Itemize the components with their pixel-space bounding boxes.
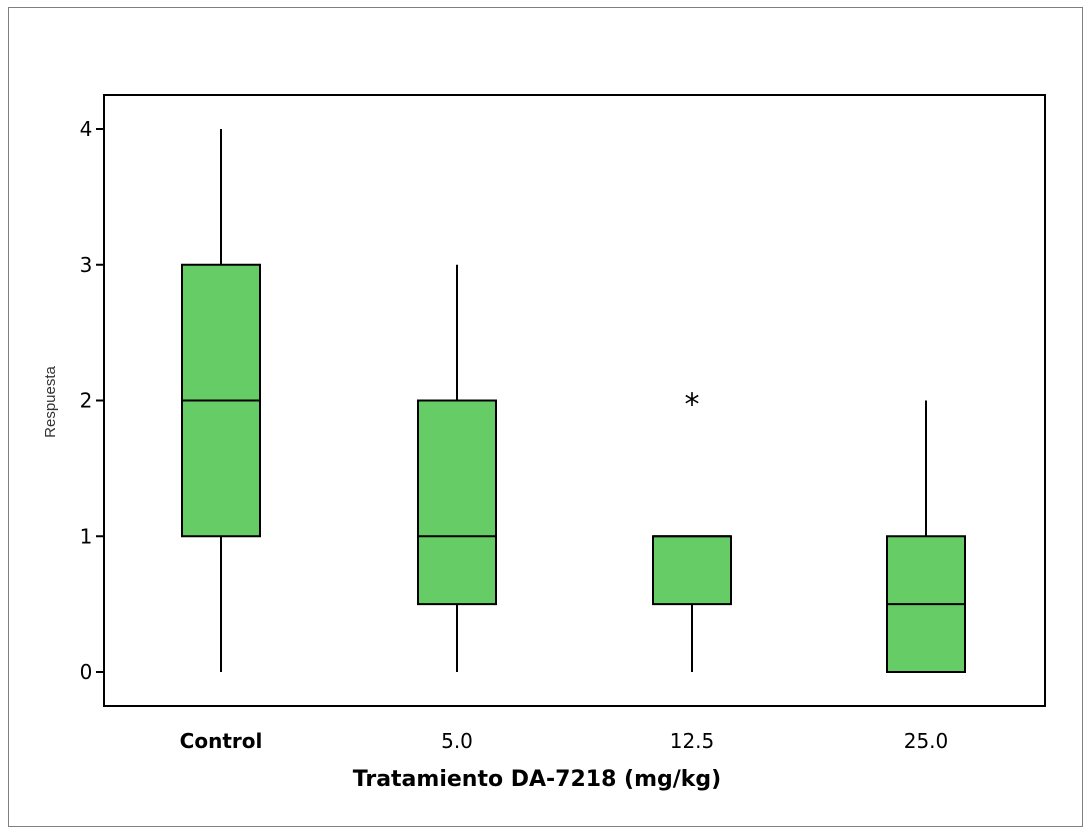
x-axis: Control 5.0 12.5 25.0 <box>180 729 949 753</box>
x-tick-label: 12.5 <box>670 729 715 753</box>
iqr-box <box>652 535 732 606</box>
y-axis-label: Respuesta <box>42 365 59 437</box>
y-tick-label: 4 <box>80 117 93 141</box>
iqr-box <box>417 399 497 606</box>
x-tick-label: 25.0 <box>904 729 949 753</box>
box-series: * <box>181 129 966 673</box>
box-plot-chart: 0 1 2 3 4 * Control 5.0 12.5 25.0 Respuesta Tra… <box>42 94 1046 792</box>
outlier-marker: * <box>685 388 700 423</box>
y-tick-label: 2 <box>80 389 93 413</box>
x-tick-label: 5.0 <box>441 729 473 753</box>
box-1 <box>181 129 261 672</box>
y-tick-label: 1 <box>80 524 93 548</box>
x-tick-label: Control <box>180 729 263 753</box>
y-tick-label: 0 <box>80 660 93 684</box>
x-axis-label: Tratamiento DA-7218 (mg/kg) <box>353 767 722 792</box>
y-tick-label: 3 <box>80 253 93 277</box>
box-3: * <box>652 388 732 672</box>
box-2 <box>417 264 497 672</box>
box-4 <box>886 400 966 673</box>
y-axis: 0 1 2 3 4 <box>80 117 104 684</box>
